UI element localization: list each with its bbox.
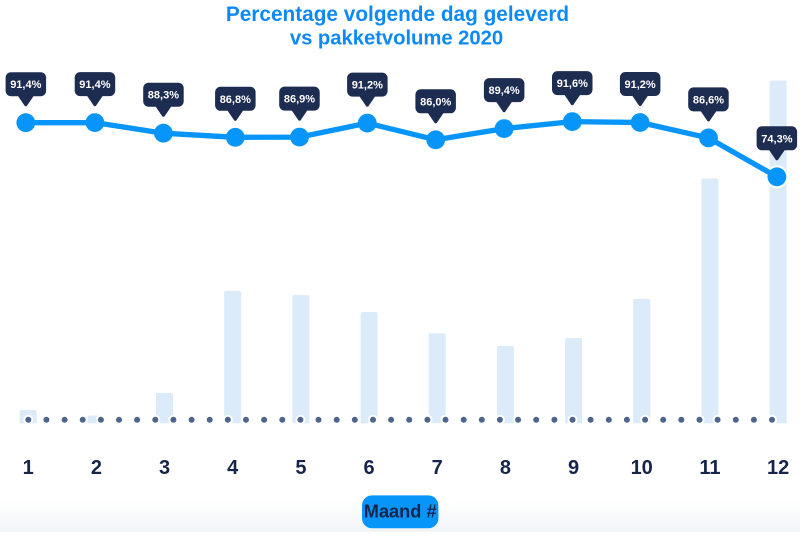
svg-text:7: 7 [432, 457, 443, 479]
svg-text:86,6%: 86,6% [693, 94, 724, 106]
svg-text:Maand #: Maand # [364, 502, 437, 522]
svg-text:10: 10 [631, 457, 653, 479]
svg-text:12: 12 [767, 457, 789, 479]
svg-text:9: 9 [568, 457, 579, 479]
svg-text:91,6%: 91,6% [557, 78, 588, 90]
svg-text:1: 1 [23, 457, 34, 479]
svg-text:3: 3 [159, 457, 170, 479]
svg-text:91,2%: 91,2% [352, 80, 383, 92]
svg-text:91,2%: 91,2% [624, 79, 655, 91]
svg-text:5: 5 [295, 457, 306, 479]
svg-text:86,9%: 86,9% [284, 94, 315, 106]
svg-text:6: 6 [364, 457, 375, 479]
svg-text:8: 8 [500, 457, 511, 479]
svg-text:2: 2 [91, 457, 102, 479]
svg-text:91,4%: 91,4% [10, 79, 41, 91]
svg-text:11: 11 [699, 457, 720, 479]
svg-text:Percentage volgende dag geleve: Percentage volgende dag geleverd [226, 3, 569, 26]
svg-text:89,4%: 89,4% [488, 85, 519, 97]
svg-text:vs pakketvolume 2020: vs pakketvolume 2020 [290, 27, 503, 49]
svg-text:86,8%: 86,8% [220, 94, 251, 106]
svg-text:86,0%: 86,0% [420, 96, 451, 108]
svg-text:91,4%: 91,4% [79, 79, 110, 91]
svg-text:4: 4 [227, 457, 239, 479]
svg-text:88,3%: 88,3% [148, 90, 179, 102]
svg-text:74,3%: 74,3% [761, 133, 792, 145]
